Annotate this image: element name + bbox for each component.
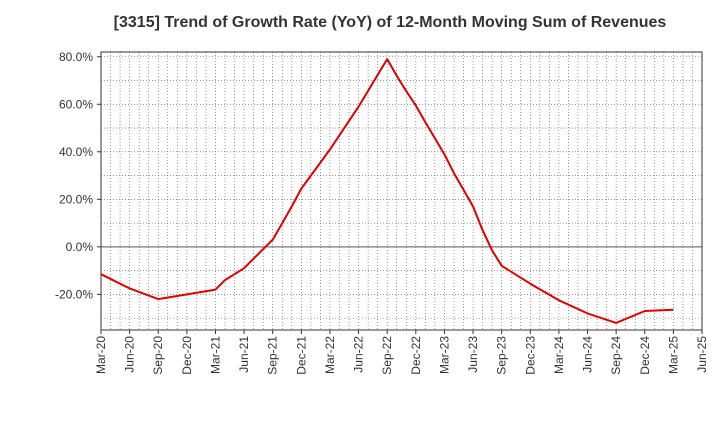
x-tick-label: Mar-22 xyxy=(323,336,337,374)
x-tick-label: Jun-25 xyxy=(695,336,709,373)
x-tick-label: Jun-24 xyxy=(581,336,595,373)
x-tick-label: Jun-20 xyxy=(123,336,137,373)
y-tick-label: 60.0% xyxy=(59,97,93,111)
x-tick-label: Dec-20 xyxy=(180,336,194,375)
x-tick-label: Sep-23 xyxy=(495,336,509,375)
x-tick-label: Mar-20 xyxy=(94,336,108,374)
x-tick-label: Sep-20 xyxy=(151,336,165,375)
x-tick-label: Mar-23 xyxy=(437,336,451,374)
series-line xyxy=(100,58,674,324)
plot-border xyxy=(100,51,703,331)
x-tick-label: Dec-23 xyxy=(523,336,537,375)
x-tick-label: Dec-21 xyxy=(294,336,308,375)
x-tick-label: Sep-24 xyxy=(609,336,623,375)
y-tick-label: 0.0% xyxy=(66,240,94,254)
x-tick-label: Mar-21 xyxy=(208,336,222,374)
y-tick-label: 80.0% xyxy=(59,50,93,64)
x-tick-label: Jun-21 xyxy=(237,336,251,373)
x-tick-label: Jun-22 xyxy=(352,336,366,373)
x-tick-label: Sep-22 xyxy=(380,336,394,375)
x-tick-label: Mar-24 xyxy=(552,336,566,374)
x-tick-label: Mar-25 xyxy=(666,336,680,374)
x-tick-label: Jun-23 xyxy=(466,336,480,373)
x-tick-label: Dec-22 xyxy=(409,336,423,375)
y-tick-label: 20.0% xyxy=(59,192,93,206)
plot-area xyxy=(101,52,702,330)
y-tick-label: 40.0% xyxy=(59,145,93,159)
x-tick-label: Sep-21 xyxy=(266,336,280,375)
chart-title: [3315] Trend of Growth Rate (YoY) of 12-… xyxy=(113,14,667,31)
y-tick-label: -20.0% xyxy=(55,287,93,301)
x-tick-label: Dec-24 xyxy=(638,336,652,375)
